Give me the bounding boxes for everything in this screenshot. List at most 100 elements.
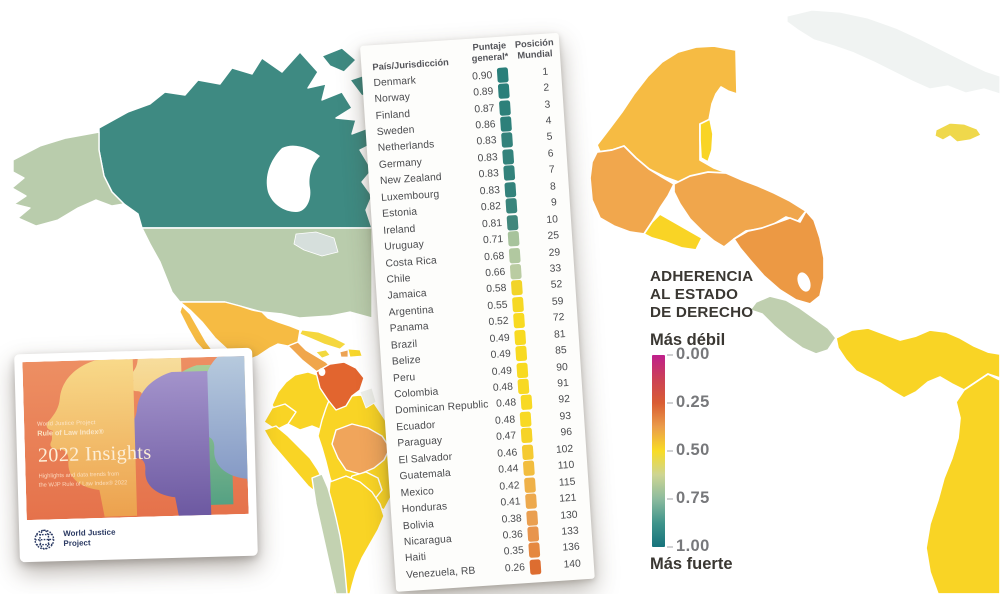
row-score-value: 0.35	[503, 545, 525, 558]
row-color-tick	[498, 99, 511, 116]
legend-scale-value: 1.00	[676, 537, 710, 556]
cover-text-block: World Justice Project Rule of Law Index®…	[37, 419, 152, 491]
legend-scale-label: 0.25	[667, 393, 710, 413]
map-chile	[311, 473, 348, 594]
row-color-tick	[510, 280, 523, 296]
legend-strong-label: Más fuerte	[650, 554, 733, 573]
wjp-globe-icon	[34, 529, 55, 550]
column-header-score: Puntaje general*	[471, 40, 509, 64]
map-usa	[141, 227, 373, 319]
row-score-value: 0.49	[491, 365, 513, 378]
row-color-tick	[525, 493, 538, 510]
wjp-logo-text: World Justice Project	[63, 528, 116, 549]
row-score-value: 0.46	[496, 447, 518, 460]
table-rows: Denmark 0.90 1 Norway 0.89 2 Finland 0.87 3 Swede…	[362, 63, 594, 585]
row-score-value: 0.38	[501, 512, 523, 526]
row-rank-value: 33	[549, 263, 562, 275]
row-color-tick	[502, 148, 515, 165]
row-score-value: 0.83	[478, 168, 500, 181]
legend-title: ADHERENCIA AL ESTADO DE DERECHO	[650, 268, 754, 321]
row-color-tick	[511, 296, 524, 313]
map-honduras-enlarged	[673, 171, 807, 248]
row-score-value: 0.58	[486, 283, 507, 296]
map-guatemala-enlarged	[589, 145, 675, 235]
cover-index-title: Rule of Law Index®	[37, 426, 104, 438]
row-rank-value: 10	[546, 213, 559, 226]
column-header-country: País/Jurisdicción	[372, 57, 450, 73]
row-score-value: 0.82	[480, 201, 502, 214]
legend-bar-wrap: 0.00 0.25 0.50 0.75 1.00	[650, 345, 790, 555]
map-venezuela	[315, 361, 365, 411]
row-color-tick	[503, 165, 516, 182]
row-color-tick	[517, 378, 530, 395]
row-score-value: 0.48	[494, 414, 516, 427]
legend-tick	[667, 545, 673, 549]
row-color-tick	[504, 181, 517, 198]
row-rank-value: 102	[555, 443, 574, 456]
map-baffin-island	[321, 47, 357, 73]
cover-art: World Justice Project Rule of Law Index®…	[22, 355, 249, 521]
row-color-tick	[509, 263, 522, 280]
row-score-value: 0.48	[492, 381, 514, 394]
map-lake-maracaibo	[318, 368, 326, 376]
map-lake-nicaragua	[797, 272, 811, 292]
legend-weak-label: Más débil	[650, 330, 726, 349]
row-color-tick	[528, 542, 541, 559]
map-bolivia	[331, 423, 391, 475]
row-rank-value: 59	[551, 295, 564, 308]
legend-tick	[667, 449, 673, 453]
row-rank-value: 29	[548, 246, 561, 259]
row-country-label: Venezuela, RB	[405, 565, 476, 581]
row-color-tick	[526, 509, 539, 526]
row-rank-value: 136	[562, 541, 581, 555]
row-color-tick	[497, 83, 510, 100]
row-rank-value: 52	[550, 279, 563, 292]
row-rank-value: 1	[542, 66, 549, 78]
cover-footer: World Justice Project	[27, 514, 250, 560]
row-rank-value: 3	[544, 99, 551, 111]
row-score-value: 0.66	[484, 266, 506, 280]
row-rank-value: 90	[555, 361, 569, 374]
row-color-tick	[508, 247, 521, 264]
map-hudson-bay	[266, 145, 320, 212]
row-score-value: 0.71	[482, 234, 504, 247]
map-el-salvador-enlarged	[643, 213, 703, 251]
row-score-value: 0.52	[488, 316, 509, 329]
row-score-value: 0.36	[502, 529, 524, 542]
row-rank-value: 9	[550, 197, 558, 209]
ranking-table: País/Jurisdicción Puntaje general* Posic…	[360, 32, 595, 592]
map-dominican-republic	[347, 348, 363, 358]
row-rank-value: 121	[558, 492, 577, 505]
row-rank-value: 133	[561, 525, 579, 538]
legend-tick	[667, 353, 673, 357]
row-score-value: 0.68	[483, 250, 505, 263]
row-color-tick	[521, 444, 534, 460]
legend-scale: 0.00 0.25 0.50 0.75 1.00	[667, 345, 747, 555]
legend-gradient-bar	[652, 354, 665, 547]
row-rank-value: 93	[559, 410, 572, 423]
row-color-tick	[522, 460, 535, 477]
legend-tick	[667, 401, 673, 405]
row-color-tick	[520, 427, 533, 444]
row-color-tick	[516, 362, 529, 378]
row-color-tick	[513, 312, 526, 329]
row-score-value: 0.55	[487, 299, 508, 312]
row-rank-value: 81	[553, 328, 566, 341]
row-rank-value: 96	[560, 427, 573, 439]
map-haiti	[339, 349, 349, 358]
row-color-tick	[505, 198, 518, 214]
row-color-tick	[523, 477, 536, 493]
legend-scale-value: 0.00	[676, 345, 710, 364]
row-color-tick	[529, 559, 542, 575]
legend-scale-label: 0.75	[667, 489, 710, 509]
map-great-lakes	[293, 231, 339, 257]
row-score-value: 0.83	[479, 184, 501, 198]
row-rank-value: 8	[549, 181, 557, 193]
legend-scale-label: 1.00	[667, 537, 710, 557]
legend: ADHERENCIA AL ESTADO DE DERECHO Más débi…	[650, 268, 790, 574]
report-cover: World Justice Project Rule of Law Index®…	[14, 347, 258, 563]
row-rank-value: 2	[543, 82, 550, 95]
map-ecuador	[263, 403, 297, 431]
